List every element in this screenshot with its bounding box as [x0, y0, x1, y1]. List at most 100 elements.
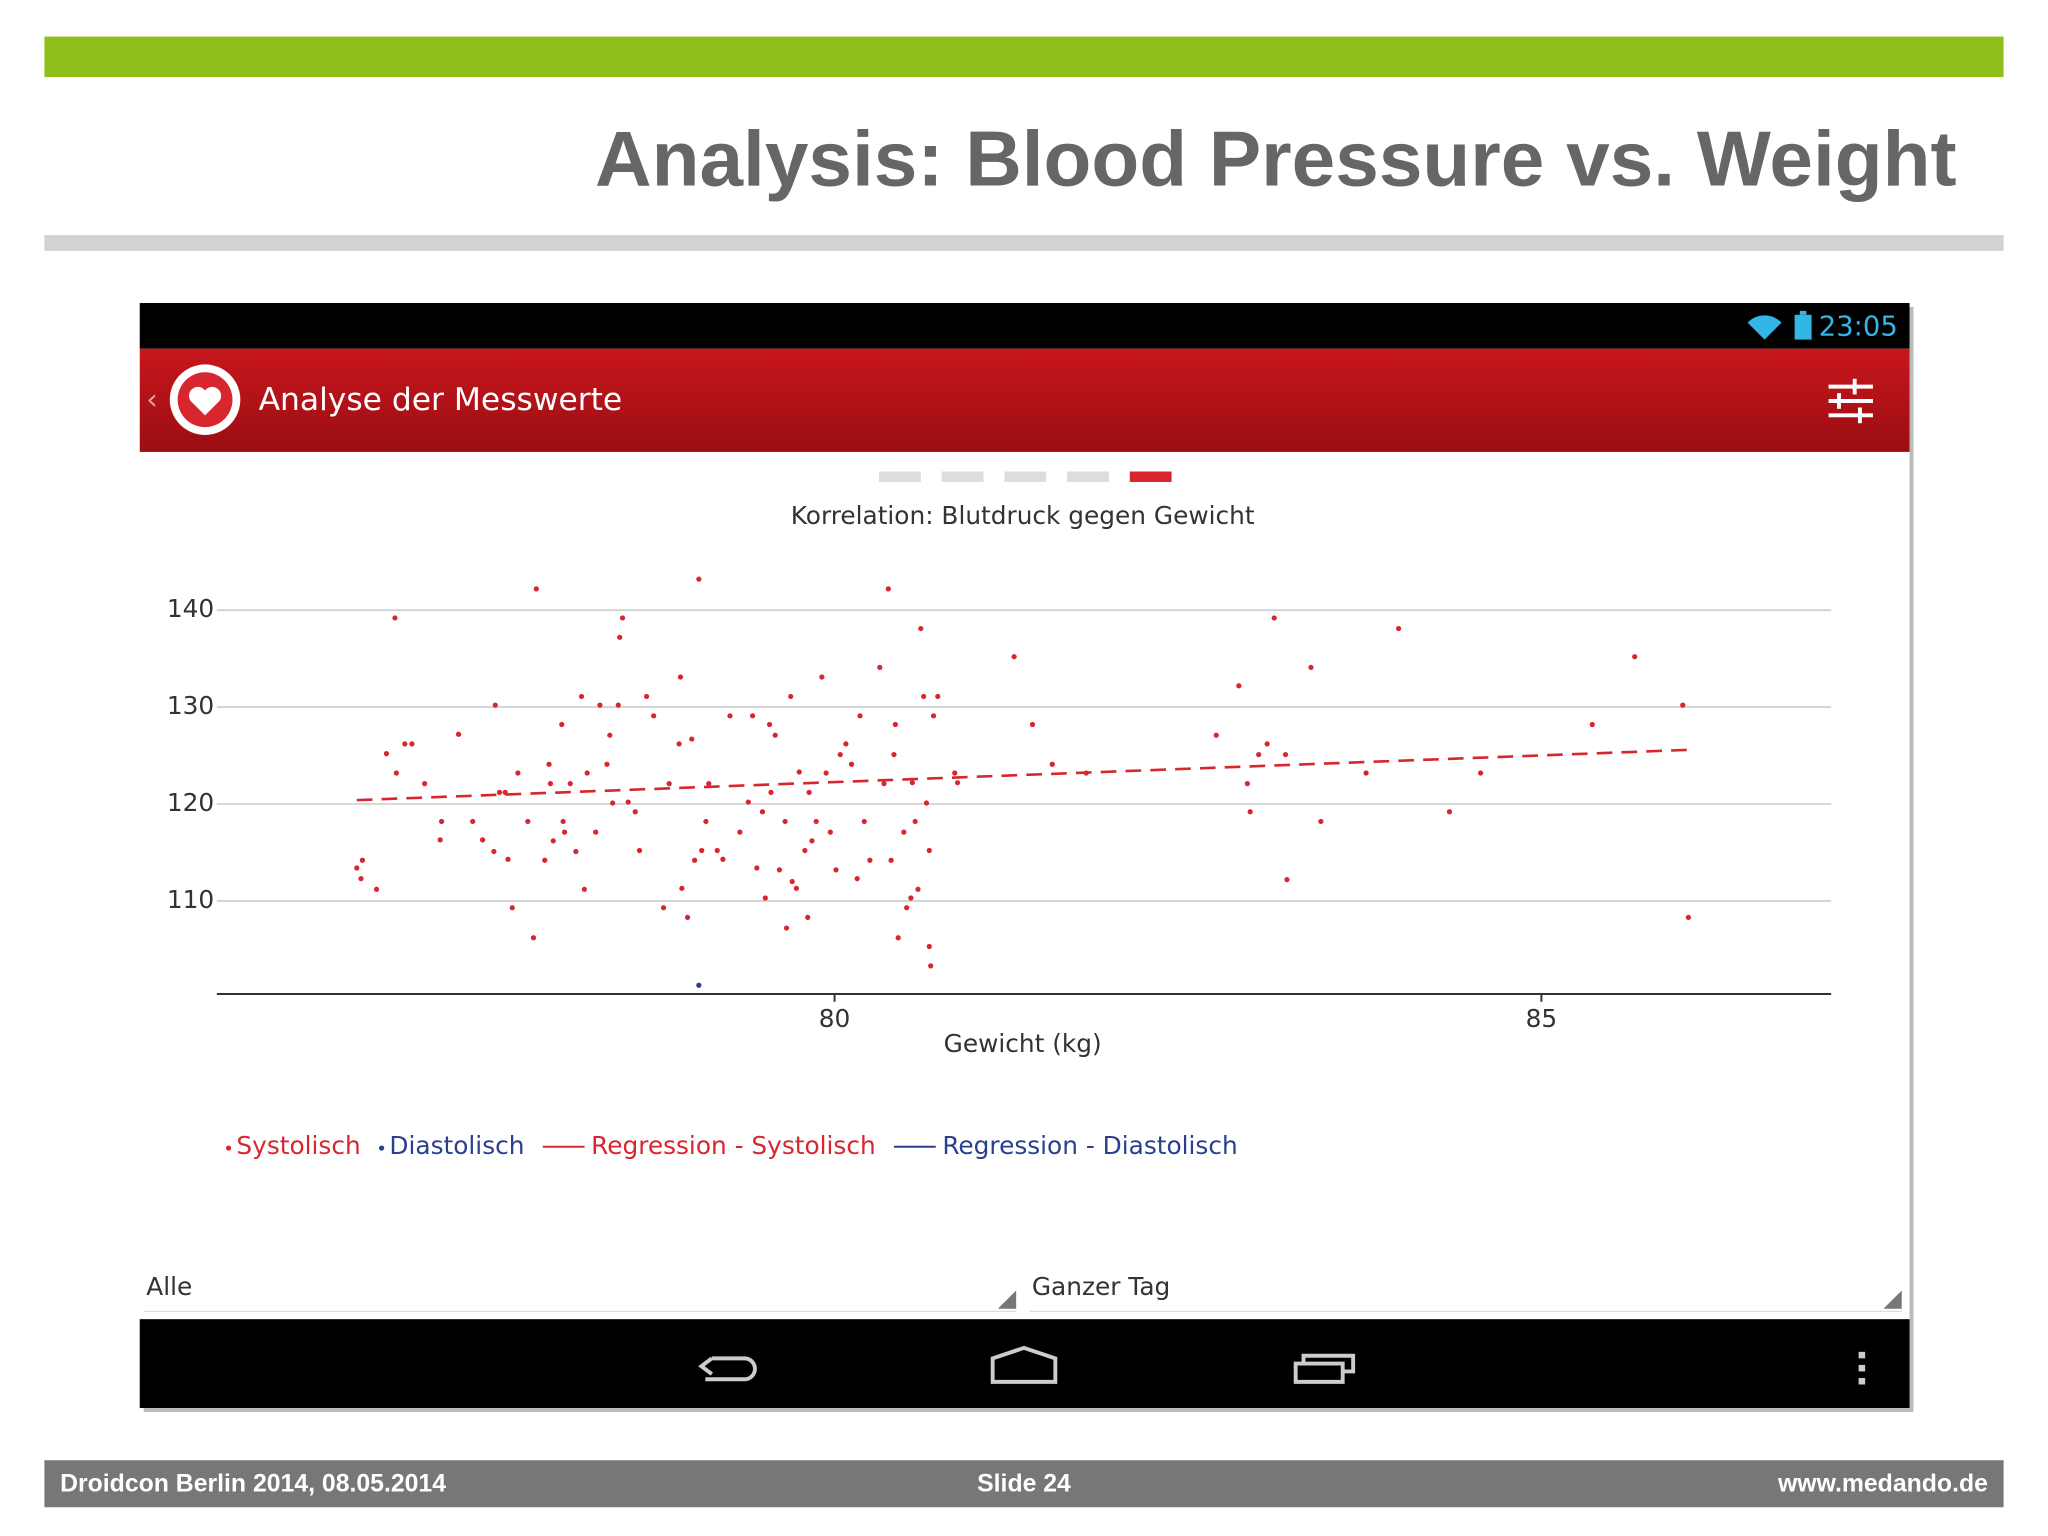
legend-label: Regression - Systolisch [591, 1131, 876, 1160]
data-point [813, 818, 819, 825]
data-point [666, 781, 672, 787]
legend-label: Systolisch [236, 1131, 360, 1160]
footer-right: www.medando.de [1777, 1471, 1988, 1498]
data-point [749, 713, 756, 719]
data-point [542, 857, 548, 863]
data-point [615, 702, 621, 708]
legend-marker [378, 1145, 385, 1151]
settings-icon[interactable] [1828, 378, 1873, 424]
data-point [607, 732, 613, 738]
data-point [491, 848, 497, 855]
data-point [393, 770, 399, 776]
data-point [904, 905, 910, 911]
data-point [437, 837, 443, 843]
data-point [909, 780, 915, 786]
spinner-right[interactable]: Ganzer Tag [1032, 1272, 1170, 1301]
data-point [877, 664, 883, 670]
data-point [1318, 818, 1324, 825]
data-point [819, 674, 825, 680]
data-point [843, 741, 849, 747]
data-point [1284, 876, 1290, 883]
data-point [422, 781, 428, 787]
data-point [783, 925, 790, 931]
data-point [1264, 741, 1270, 747]
data-point [1446, 809, 1453, 815]
home-button[interactable] [990, 1345, 1058, 1384]
data-point [926, 847, 932, 854]
data-point [677, 674, 684, 680]
recents-button[interactable] [1293, 1353, 1356, 1384]
data-point [720, 856, 726, 862]
data-point [806, 789, 812, 795]
data-point [772, 732, 778, 738]
data-point [1477, 770, 1484, 776]
data-point [1244, 781, 1250, 787]
data-point [768, 789, 774, 795]
spinner-arrow [997, 1290, 1017, 1309]
data-point [359, 857, 366, 863]
top-band [44, 36, 2004, 78]
back-button[interactable] [698, 1356, 757, 1382]
data-point [550, 838, 556, 844]
y-tick-label: 140 [167, 594, 214, 623]
data-point [1680, 702, 1686, 708]
data-point [837, 751, 843, 758]
data-point [383, 750, 390, 757]
data-point [793, 885, 800, 891]
status-time: 23:05 [1819, 311, 1898, 342]
data-point [625, 799, 631, 805]
data-point [1049, 761, 1055, 767]
data-point [776, 867, 783, 873]
data-point [547, 781, 554, 787]
data-point [918, 625, 924, 632]
data-point [915, 886, 921, 892]
data-point [1029, 721, 1036, 728]
data-point [438, 818, 445, 825]
data-point [1256, 751, 1262, 758]
data-point [696, 576, 702, 582]
data-point [560, 818, 566, 825]
data-point [479, 837, 486, 843]
logo-heart [189, 386, 222, 416]
spinner-left[interactable]: Alle [146, 1272, 192, 1301]
data-point [496, 789, 503, 795]
data-point [921, 693, 927, 700]
data-point [593, 829, 599, 835]
data-point [952, 770, 958, 776]
up-chevron[interactable]: ‹ [146, 382, 158, 416]
data-point [559, 721, 565, 728]
data-point [610, 800, 616, 806]
data-point [505, 856, 511, 862]
data-point [706, 781, 712, 787]
menu-button[interactable] [1858, 1351, 1866, 1385]
data-point [409, 741, 415, 747]
data-point [714, 847, 720, 854]
data-point [759, 809, 766, 815]
data-point [888, 857, 894, 863]
legend-label: Diastolisch [389, 1131, 524, 1160]
data-point [930, 713, 937, 719]
data-point [796, 769, 802, 775]
data-point [679, 885, 685, 891]
data-point [788, 693, 794, 700]
data-point [885, 586, 891, 592]
screen [139, 303, 1910, 1409]
page-indicator [879, 471, 1172, 482]
data-point [561, 829, 568, 835]
data-point [676, 741, 682, 747]
data-point [617, 634, 623, 640]
data-point [1308, 664, 1314, 670]
data-point [1282, 751, 1289, 758]
action-bar [139, 348, 1910, 452]
data-point [935, 693, 941, 700]
data-point [912, 818, 918, 825]
data-point [392, 615, 398, 621]
data-point [923, 800, 930, 806]
data-point [891, 751, 897, 758]
data-point [692, 857, 698, 863]
data-point [762, 895, 768, 901]
chart-title: Korrelation: Blutdruck gegen Gewicht [791, 501, 1255, 530]
data-point [643, 693, 650, 700]
